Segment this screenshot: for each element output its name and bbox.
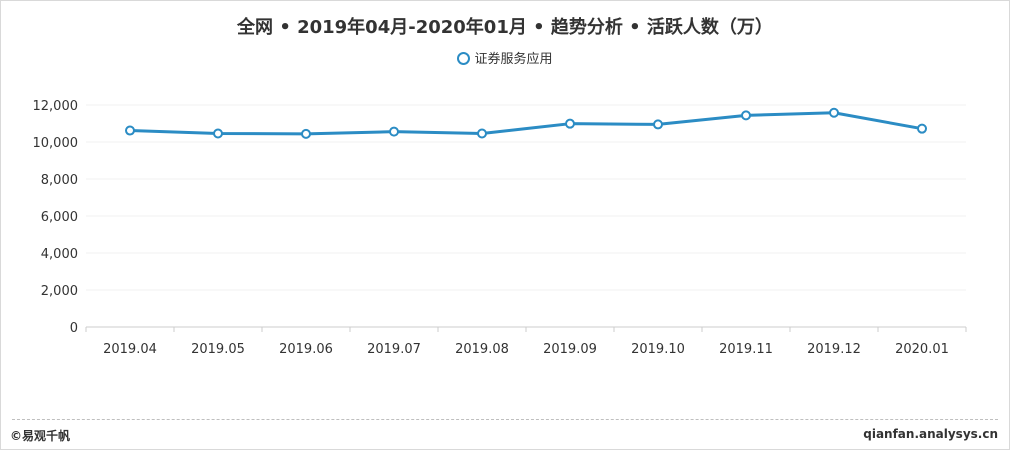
x-tick-label: 2019.04 xyxy=(103,342,157,357)
x-tick-label: 2020.01 xyxy=(895,342,949,357)
data-point xyxy=(917,123,927,134)
y-tick-label: 10,000 xyxy=(33,136,79,151)
data-point xyxy=(213,128,223,139)
data-point xyxy=(125,125,135,136)
x-tick-label: 2019.06 xyxy=(279,342,333,357)
copyright-text: ©易观千帆 xyxy=(10,429,71,443)
x-tick-label: 2019.09 xyxy=(543,342,597,357)
x-tick-label: 2019.07 xyxy=(367,342,421,357)
x-tick-label: 2019.05 xyxy=(191,342,245,357)
legend-circle-icon xyxy=(457,52,471,65)
y-tick-label: 12,000 xyxy=(33,99,79,114)
data-point xyxy=(653,119,663,130)
footer-divider xyxy=(12,419,998,420)
chart-legend[interactable]: 证券服务应用 xyxy=(0,48,1010,67)
data-point xyxy=(301,128,311,139)
legend-series-label: 证券服务应用 xyxy=(474,52,553,67)
x-tick-label: 2019.11 xyxy=(719,342,773,357)
data-point xyxy=(477,128,487,139)
data-point xyxy=(829,107,839,118)
x-tick-label: 2019.12 xyxy=(807,342,861,357)
site-url: qianfan.analysys.cn xyxy=(863,427,998,441)
chart-title: 全网 • 2019年04月-2020年01月 • 趋势分析 • 活跃人数（万） xyxy=(237,17,773,38)
data-point xyxy=(565,118,575,129)
y-tick-label: 6,000 xyxy=(41,210,78,225)
y-tick-label: 8,000 xyxy=(41,173,78,188)
x-tick-label: 2019.10 xyxy=(631,342,685,357)
series-line xyxy=(129,111,923,136)
y-tick-label: 0 xyxy=(70,321,78,336)
data-point xyxy=(389,126,399,137)
y-tick-label: 4,000 xyxy=(41,247,78,262)
data-point xyxy=(741,110,751,121)
y-tick-label: 2,000 xyxy=(41,284,78,299)
x-tick-label: 2019.08 xyxy=(455,342,509,357)
